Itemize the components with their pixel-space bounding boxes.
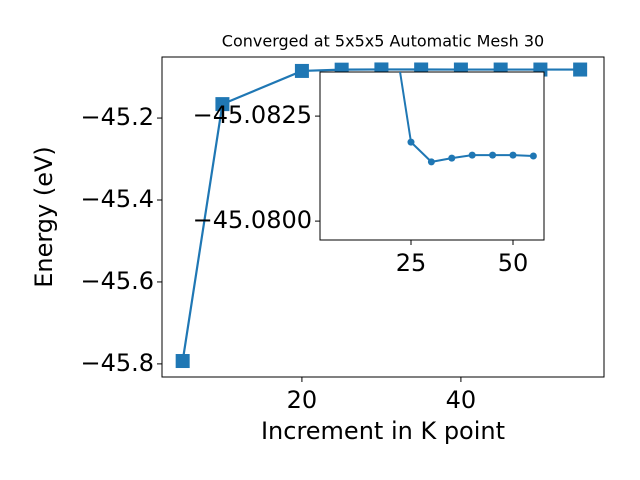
marker xyxy=(448,154,456,162)
series xyxy=(387,8,537,166)
x-axis-label: Increment in K point xyxy=(261,417,505,445)
marker xyxy=(529,152,537,160)
x-tick-label: 50 xyxy=(498,249,529,277)
x-tick-label: 40 xyxy=(446,386,477,414)
y-tick-label: −45.0800 xyxy=(193,206,312,234)
y-tick-label: −45.6 xyxy=(80,267,154,295)
y-axis-label: Energy (eV) xyxy=(30,146,58,288)
y-tick-label: −45.8 xyxy=(80,349,154,377)
y-tick-label: −45.0825 xyxy=(193,101,312,129)
chart-title: Converged at 5x5x5 Automatic Mesh 30 xyxy=(222,32,544,51)
marker xyxy=(175,354,190,369)
y-tick-label: −45.2 xyxy=(80,103,154,131)
series-line xyxy=(181,68,581,362)
marker xyxy=(294,63,309,78)
marker xyxy=(468,151,476,159)
marker xyxy=(427,158,435,166)
marker xyxy=(215,97,230,112)
marker xyxy=(573,62,588,77)
y-tick-label: −45.4 xyxy=(80,185,154,213)
x-tick-label: 20 xyxy=(287,386,318,414)
marker xyxy=(407,138,415,146)
marker xyxy=(509,151,517,159)
marker xyxy=(387,8,394,15)
marker xyxy=(489,151,497,159)
x-tick-label: 25 xyxy=(396,249,427,277)
